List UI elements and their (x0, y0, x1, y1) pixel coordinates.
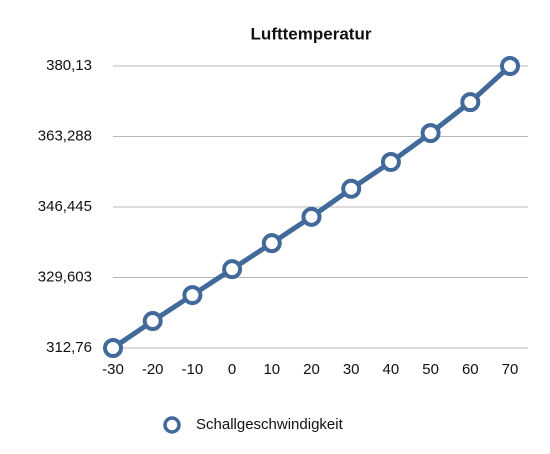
y-tick-label: 363,288 (38, 127, 92, 144)
y-tick-label: 312,76 (46, 339, 92, 356)
x-tick-label: -30 (102, 361, 124, 378)
x-tick-label: 60 (462, 361, 479, 378)
data-point (341, 178, 362, 199)
data-point (500, 56, 520, 76)
x-tick-label: 10 (263, 361, 280, 378)
x-tick-label: 0 (228, 361, 236, 378)
data-point (380, 151, 401, 172)
x-tick-label: 20 (303, 361, 320, 378)
data-point (182, 285, 203, 306)
x-tick-label: -10 (182, 361, 204, 378)
x-tick-label: 70 (502, 361, 519, 378)
legend-marker (163, 416, 181, 434)
data-point (222, 259, 243, 280)
x-tick-label: 40 (383, 361, 400, 378)
x-tick-label: 30 (343, 361, 360, 378)
chart-title: Lufttemperatur (251, 24, 372, 43)
legend-label: Schallgeschwindigkeit (196, 416, 344, 433)
data-point (261, 233, 282, 254)
data-point (301, 206, 322, 227)
data-point (460, 92, 481, 113)
data-point (420, 123, 441, 144)
y-tick-label: 380,13 (46, 57, 92, 74)
data-point (103, 338, 123, 358)
y-tick-label: 346,445 (38, 198, 92, 215)
y-tick-label: 329,603 (38, 268, 92, 285)
x-tick-label: 50 (422, 361, 439, 378)
x-tick-label: -20 (142, 361, 164, 378)
data-point (142, 311, 163, 332)
